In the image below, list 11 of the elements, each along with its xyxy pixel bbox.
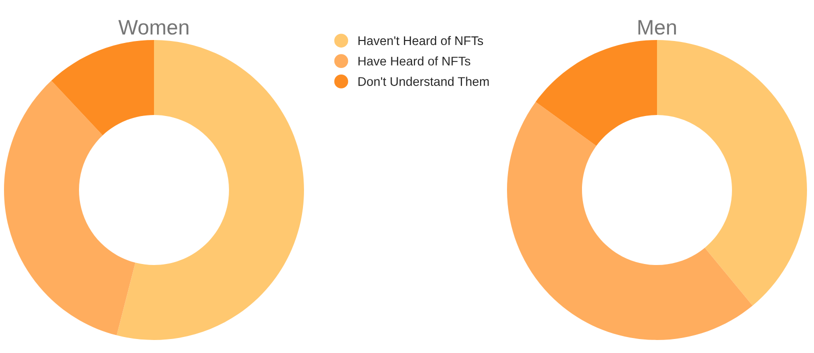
- legend-label: Don't Understand Them: [358, 76, 489, 86]
- donut-slice: [116, 40, 304, 340]
- legend-label: Have Heard of NFTs: [358, 56, 470, 66]
- chart-title: Women: [118, 20, 188, 35]
- donut-slice: [507, 102, 753, 340]
- donut-slice: [657, 40, 807, 306]
- donut-slice: [4, 80, 136, 336]
- chart-title: Men: [638, 20, 676, 35]
- donut-slice: [536, 40, 657, 146]
- donut-slice: [51, 40, 154, 136]
- legend-label: Haven't Heard of NFTs: [358, 36, 484, 46]
